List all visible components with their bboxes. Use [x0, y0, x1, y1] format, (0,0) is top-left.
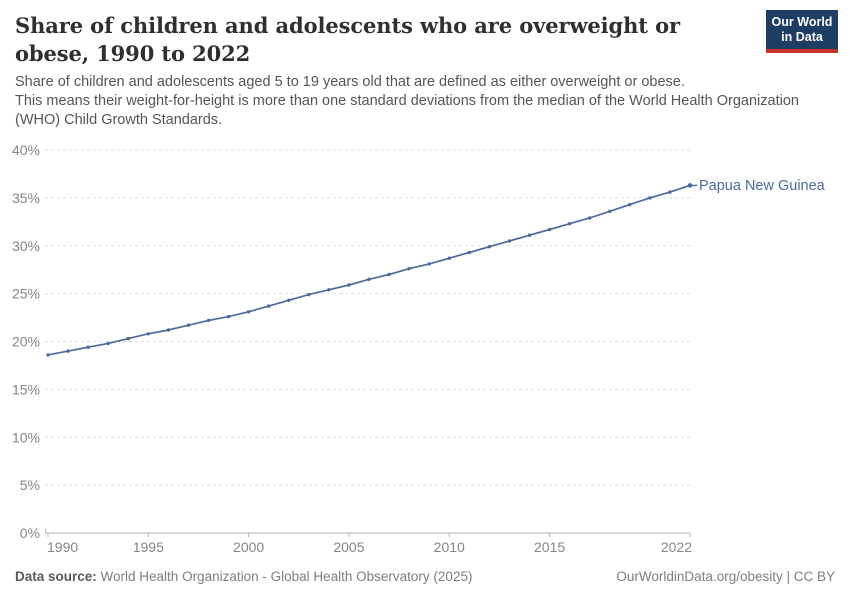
data-point[interactable]: [246, 310, 251, 314]
footer-link: OurWorldinData.org/obesity | CC BY: [616, 569, 835, 584]
data-point[interactable]: [567, 222, 572, 226]
subtitle-line2: This means their weight-for-height is mo…: [15, 93, 799, 128]
x-tick-label: 1995: [133, 539, 164, 555]
data-source-text: World Health Organization - Global Healt…: [96, 569, 473, 584]
data-source-label: Data source:: [15, 569, 97, 584]
y-tick-label: 20%: [12, 334, 40, 350]
y-tick-label: 35%: [12, 190, 40, 206]
y-tick-label: 25%: [12, 286, 40, 302]
y-tick-label: 0%: [20, 525, 40, 541]
data-point[interactable]: [46, 353, 50, 357]
y-tick-label: 15%: [12, 381, 40, 397]
x-tick-label: 1990: [47, 539, 78, 555]
data-point[interactable]: [86, 345, 90, 349]
data-point[interactable]: [367, 277, 371, 281]
data-point[interactable]: [66, 349, 70, 353]
y-tick-label: 10%: [12, 429, 40, 445]
data-point[interactable]: [447, 256, 451, 260]
data-point[interactable]: [327, 288, 331, 292]
data-point[interactable]: [267, 304, 271, 308]
data-point[interactable]: [648, 196, 652, 200]
series-line[interactable]: [47, 184, 691, 356]
data-point[interactable]: [668, 190, 672, 194]
x-tick-label: 2000: [233, 539, 264, 555]
data-point[interactable]: [186, 323, 191, 327]
x-tick-label: 2015: [534, 539, 565, 555]
data-point[interactable]: [226, 314, 231, 319]
data-point[interactable]: [146, 332, 150, 336]
subtitle-line1: Share of children and adolescents aged 5…: [15, 74, 685, 90]
data-point[interactable]: [588, 216, 592, 220]
x-tick-label: 2010: [434, 539, 465, 555]
data-point[interactable]: [407, 267, 411, 271]
data-source: Data source: World Health Organization -…: [15, 569, 472, 584]
y-tick-label: 40%: [12, 142, 40, 158]
data-point[interactable]: [507, 239, 512, 243]
x-tick-label: 2022: [661, 539, 692, 555]
owid-logo-line1: Our World: [771, 15, 833, 29]
data-point[interactable]: [126, 336, 130, 341]
data-point[interactable]: [307, 292, 311, 297]
data-point[interactable]: [487, 245, 492, 249]
data-point[interactable]: [206, 318, 211, 323]
line-chart-svg[interactable]: 0% 5% 10% 15% 20% 25% 30% 35% 40% 1990 1995 2000 200…: [0, 140, 850, 565]
y-tick-label: 5%: [20, 477, 40, 493]
data-point[interactable]: [628, 202, 632, 207]
data-point[interactable]: [166, 328, 171, 332]
chart-subtitle: Share of children and adolescents aged 5…: [15, 73, 837, 130]
owid-logo-line2: in Data: [781, 30, 823, 44]
data-point[interactable]: [106, 341, 110, 346]
owid-logo[interactable]: Our World in Data: [766, 10, 838, 53]
data-point[interactable]: [427, 262, 431, 266]
data-point[interactable]: [608, 209, 612, 213]
page-title: Share of children and adolescents who ar…: [15, 13, 680, 66]
y-tick-label: 30%: [12, 238, 40, 254]
data-point[interactable]: [387, 272, 391, 277]
data-point[interactable]: [547, 227, 552, 232]
entity-label: Papua New Guinea: [699, 178, 826, 194]
x-tick-label: 2005: [333, 539, 364, 555]
chart-area[interactable]: 0% 5% 10% 15% 20% 25% 30% 35% 40% 1990 1995 2000 200…: [0, 140, 850, 565]
data-point[interactable]: [467, 250, 471, 255]
data-point[interactable]: [287, 298, 291, 302]
data-point[interactable]: [347, 283, 351, 287]
data-point[interactable]: [527, 233, 532, 237]
chart-footer: Data source: World Health Organization -…: [15, 569, 835, 584]
